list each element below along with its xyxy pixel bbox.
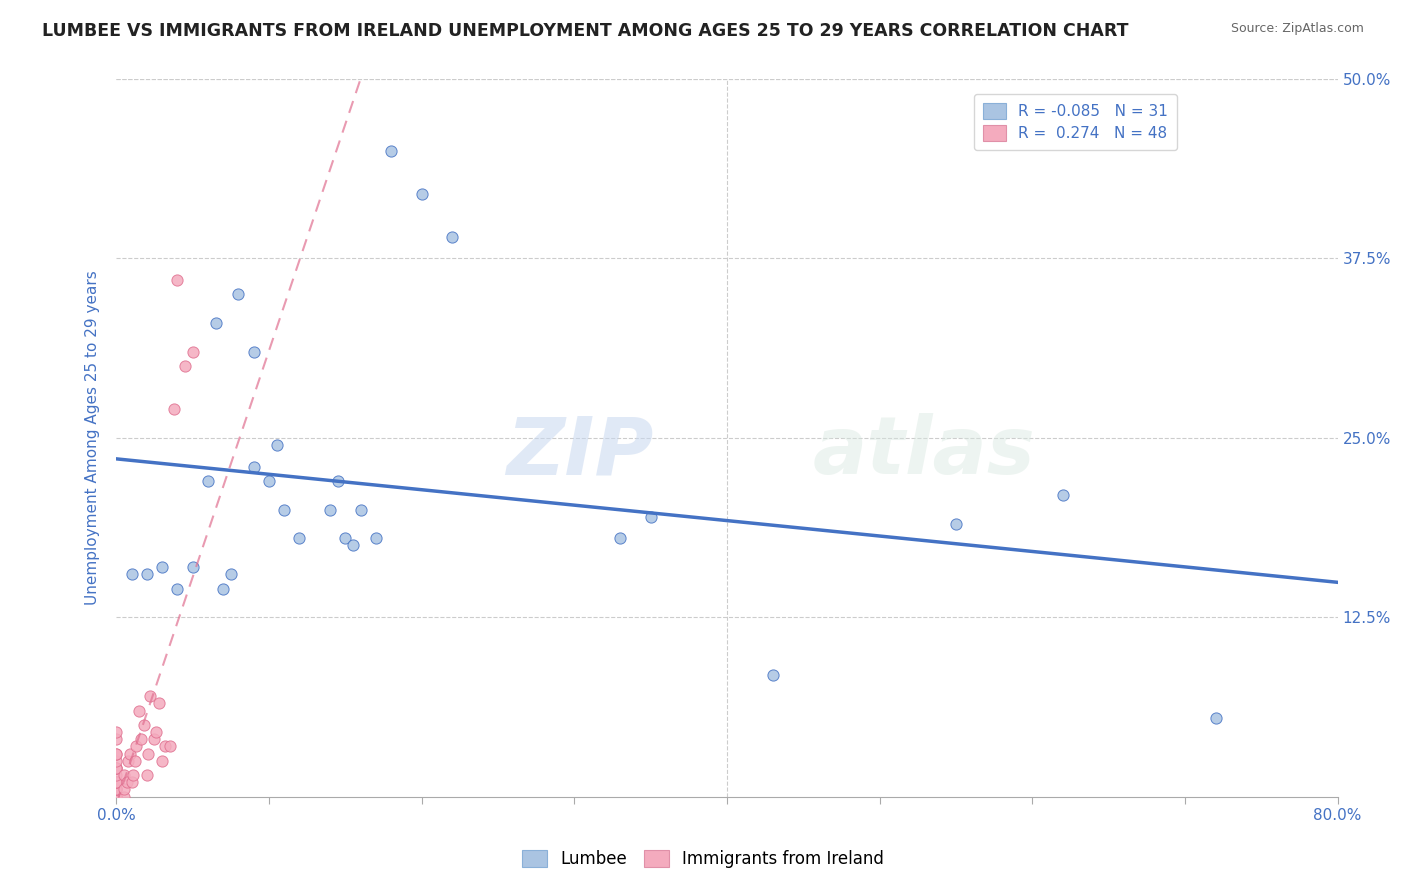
Legend: Lumbee, Immigrants from Ireland: Lumbee, Immigrants from Ireland — [516, 843, 890, 875]
Point — [1205, 711, 1227, 725]
Point — [105, 747, 128, 761]
Point — [105, 768, 128, 782]
Point — [148, 697, 170, 711]
Point — [105, 775, 128, 789]
Point — [105, 775, 128, 789]
Point — [150, 754, 173, 768]
Point — [105, 782, 128, 797]
Point — [138, 747, 160, 761]
Point — [112, 789, 135, 804]
Point — [132, 718, 155, 732]
Point — [124, 754, 146, 768]
Point — [228, 287, 250, 301]
Point — [129, 732, 152, 747]
Point — [115, 775, 138, 789]
Point — [266, 438, 288, 452]
Point — [150, 560, 173, 574]
Point — [105, 789, 128, 804]
Text: LUMBEE VS IMMIGRANTS FROM IRELAND UNEMPLOYMENT AMONG AGES 25 TO 29 YEARS CORRELA: LUMBEE VS IMMIGRANTS FROM IRELAND UNEMPL… — [42, 22, 1129, 40]
Point — [1052, 488, 1074, 502]
Point — [411, 186, 433, 201]
Point — [121, 567, 143, 582]
Point — [163, 402, 186, 417]
Point — [117, 754, 139, 768]
Point — [273, 502, 295, 516]
Point — [159, 739, 181, 754]
Point — [153, 739, 176, 754]
Point — [242, 344, 264, 359]
Point — [125, 739, 148, 754]
Point — [319, 502, 342, 516]
Point — [105, 789, 128, 804]
Point — [105, 782, 128, 797]
Point — [197, 474, 219, 488]
Point — [139, 689, 162, 703]
Point — [143, 732, 166, 747]
Point — [335, 531, 357, 545]
Point — [288, 531, 311, 545]
Point — [166, 582, 188, 596]
Text: Source: ZipAtlas.com: Source: ZipAtlas.com — [1230, 22, 1364, 36]
Point — [105, 782, 128, 797]
Point — [257, 474, 280, 488]
Point — [105, 775, 128, 789]
Point — [105, 789, 128, 804]
Point — [441, 230, 464, 244]
Point — [105, 761, 128, 775]
Point — [945, 516, 967, 531]
Y-axis label: Unemployment Among Ages 25 to 29 years: Unemployment Among Ages 25 to 29 years — [86, 270, 100, 605]
Point — [762, 667, 785, 681]
Point — [105, 725, 128, 739]
Point — [166, 273, 188, 287]
Point — [128, 704, 150, 718]
Point — [105, 789, 128, 804]
Point — [640, 509, 662, 524]
Point — [105, 789, 128, 804]
Point — [609, 531, 631, 545]
Point — [135, 567, 157, 582]
Point — [105, 732, 128, 747]
Point — [242, 459, 264, 474]
Point — [112, 768, 135, 782]
Point — [105, 789, 128, 804]
Point — [204, 316, 226, 330]
Text: ZIP: ZIP — [506, 413, 654, 491]
Point — [122, 768, 145, 782]
Point — [380, 144, 402, 158]
Point — [174, 359, 197, 373]
Point — [135, 768, 157, 782]
Point — [181, 560, 204, 574]
Point — [181, 344, 204, 359]
Point — [105, 761, 128, 775]
Text: atlas: atlas — [813, 413, 1035, 491]
Legend: R = -0.085   N = 31, R =  0.274   N = 48: R = -0.085 N = 31, R = 0.274 N = 48 — [974, 94, 1177, 150]
Point — [121, 775, 143, 789]
Point — [112, 782, 135, 797]
Point — [364, 531, 387, 545]
Point — [105, 754, 128, 768]
Point — [105, 747, 128, 761]
Point — [326, 474, 349, 488]
Point — [349, 502, 371, 516]
Point — [105, 761, 128, 775]
Point — [105, 789, 128, 804]
Point — [342, 539, 364, 553]
Point — [145, 725, 167, 739]
Point — [118, 747, 141, 761]
Point — [219, 567, 242, 582]
Point — [212, 582, 235, 596]
